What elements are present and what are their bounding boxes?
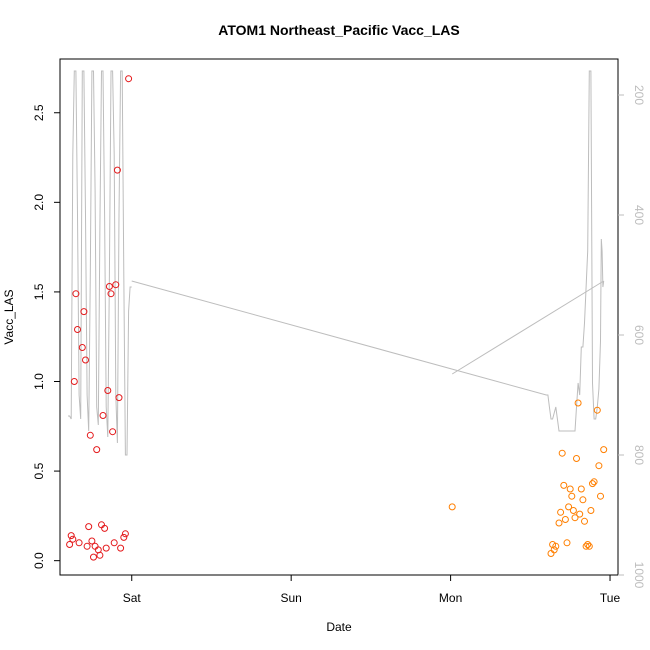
data-point — [78, 344, 86, 351]
data-point — [91, 542, 99, 550]
data-point — [107, 290, 115, 298]
data-point — [555, 519, 563, 527]
data-point — [70, 378, 78, 385]
data-point — [113, 166, 121, 174]
data-point — [112, 281, 120, 289]
data-point — [67, 532, 75, 540]
data-point — [105, 283, 113, 290]
data-point — [600, 446, 608, 454]
right-axis-tick-label: 1000 — [632, 562, 646, 589]
data-point — [585, 542, 593, 550]
data-point — [85, 523, 93, 531]
data-point — [584, 541, 592, 548]
x-tick-label: Sun — [280, 591, 301, 605]
x-axis-label: Date — [326, 620, 352, 634]
data-point — [573, 455, 580, 462]
data-point — [104, 387, 112, 394]
data-point — [86, 431, 94, 439]
data-point — [75, 539, 83, 547]
chart-title: ATOM1 Northeast_Pacific Vacc_LAS — [218, 22, 459, 38]
data-point — [577, 485, 585, 493]
y-tick-label: 0.0 — [32, 552, 46, 569]
data-point — [66, 541, 74, 548]
data-point — [579, 496, 587, 504]
data-point — [74, 326, 81, 333]
data-point — [120, 533, 128, 541]
data-point — [109, 428, 117, 436]
data-point — [115, 394, 123, 402]
data-point — [121, 530, 129, 538]
data-point — [557, 508, 565, 516]
data-point — [550, 546, 558, 554]
y-axis-label: Vacc_LAS — [2, 289, 16, 344]
y-tick-label: 1.0 — [32, 373, 46, 390]
data-point — [568, 492, 576, 500]
pressure-trace-layer — [68, 70, 605, 456]
right-axis-tick-label: 800 — [632, 445, 646, 465]
data-point — [93, 446, 101, 454]
data-point — [547, 550, 555, 557]
data-point — [88, 537, 96, 545]
data-point — [595, 462, 603, 470]
right-axis-tick-label: 200 — [632, 85, 646, 105]
data-point — [102, 544, 110, 552]
data-point — [561, 516, 569, 523]
data-point — [581, 517, 588, 525]
y-axis: 0.0 0.5 1.0 1.5 2.0 2.5 — [32, 104, 60, 569]
data-point — [558, 449, 566, 457]
data-point — [80, 308, 88, 316]
y-tick-label: 2.5 — [32, 104, 46, 121]
pressure-trace-line — [131, 70, 605, 432]
data-point — [566, 485, 574, 493]
y-tick-label: 1.5 — [32, 283, 46, 300]
pressure-trace-line — [68, 70, 132, 456]
data-point — [72, 290, 80, 298]
data-point — [587, 507, 595, 514]
data-point — [448, 503, 456, 511]
data-point — [117, 544, 125, 552]
y-tick-label: 0.5 — [32, 462, 46, 479]
data-point — [560, 481, 568, 489]
data-point — [96, 551, 104, 559]
data-point — [552, 542, 560, 550]
x-tick-label: Mon — [439, 591, 462, 605]
data-point — [576, 510, 584, 518]
data-point — [590, 478, 598, 486]
right-axis-tick-label: 600 — [632, 325, 646, 345]
y-tick-label: 2.0 — [32, 194, 46, 211]
pressure-trace-line — [451, 280, 604, 375]
data-point — [574, 399, 582, 407]
points-layer — [66, 75, 608, 561]
data-point — [565, 503, 573, 511]
data-point — [125, 75, 133, 83]
data-point — [589, 480, 596, 488]
data-point — [90, 553, 97, 561]
x-axis: Sat Sun Mon Tue — [123, 575, 621, 605]
data-point — [597, 492, 604, 500]
x-tick-label: Tue — [600, 591, 621, 605]
plot-frame — [59, 58, 619, 576]
right-axis-tick-label: 400 — [632, 205, 646, 225]
data-point — [593, 406, 601, 414]
data-point — [83, 542, 91, 550]
x-tick-label: Sat — [123, 591, 142, 605]
data-point — [69, 535, 77, 543]
data-point — [569, 507, 577, 514]
data-point — [571, 514, 579, 522]
data-point — [582, 542, 590, 550]
data-point — [110, 539, 118, 547]
data-point — [82, 356, 89, 364]
data-point — [563, 539, 571, 547]
data-point — [101, 524, 109, 532]
right-axis: 200 400 600 800 1000 — [618, 85, 646, 589]
data-point — [99, 412, 107, 419]
